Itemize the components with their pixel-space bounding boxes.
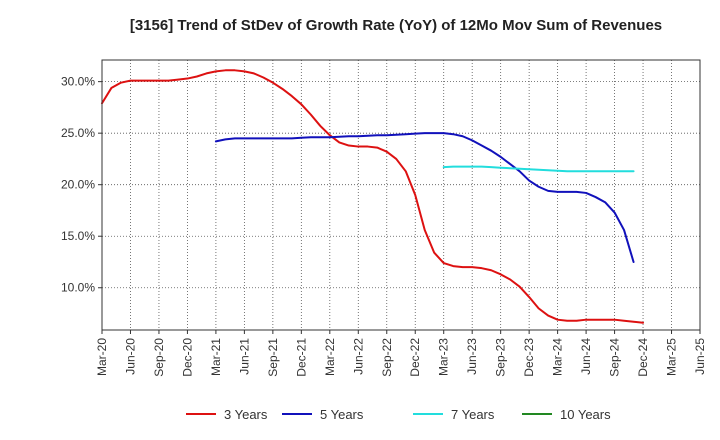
- x-tick-label: Jun-20: [123, 338, 137, 375]
- x-tick-label: Mar-21: [209, 338, 223, 376]
- plot-area: [102, 60, 700, 330]
- x-tick-label: Dec-20: [180, 338, 194, 377]
- x-tick-label: Sep-22: [380, 338, 394, 377]
- y-tick-label: 20.0%: [61, 178, 95, 192]
- chart-title: [3156] Trend of StDev of Growth Rate (Yo…: [130, 17, 662, 34]
- series-line-7-years: [442, 165, 635, 173]
- x-tick-label: Jun-25: [693, 338, 707, 375]
- legend-label-7-years: 7 Years: [451, 407, 495, 422]
- y-axis: 10.0% 15.0% 20.0% 25.0% 30.0%: [61, 75, 102, 295]
- x-tick-label: Mar-25: [665, 338, 679, 376]
- y-tick-label: 30.0%: [61, 75, 95, 89]
- series-layer: [101, 69, 645, 324]
- plot-frame: [101, 59, 701, 331]
- series-line-3-years: [101, 69, 645, 324]
- x-tick-label: Sep-23: [494, 338, 508, 377]
- series-line-5-years: [214, 132, 635, 263]
- legend-label-3-years: 3 Years: [224, 407, 268, 422]
- x-tick-label: Dec-23: [522, 338, 536, 377]
- x-tick-label: Jun-22: [351, 338, 365, 375]
- x-tick-label: Sep-20: [152, 338, 166, 377]
- x-tick-label: Sep-24: [608, 338, 622, 377]
- legend-label-10-years: 10 Years: [560, 407, 611, 422]
- x-tick-label: Mar-22: [323, 338, 337, 376]
- x-tick-label: Dec-22: [408, 338, 422, 377]
- x-tick-label: Jun-24: [579, 338, 593, 375]
- y-tick-label: 15.0%: [61, 229, 95, 243]
- x-tick-label: Sep-21: [266, 338, 280, 377]
- x-tick-label: Mar-23: [437, 338, 451, 376]
- legend: 3 Years 5 Years 7 Years 10 Years: [186, 407, 611, 422]
- x-tick-label: Dec-24: [636, 338, 650, 377]
- x-tick-label: Mar-24: [551, 338, 565, 376]
- legend-label-5-years: 5 Years: [320, 407, 364, 422]
- x-tick-label: Dec-21: [294, 338, 308, 377]
- x-tick-label: Mar-20: [95, 338, 109, 376]
- x-tick-label: Jun-23: [465, 338, 479, 375]
- x-axis: Mar-20 Jun-20 Sep-20 Dec-20 Mar-21 Jun-21 Sep-…: [95, 330, 707, 377]
- y-tick-label: 10.0%: [61, 281, 95, 295]
- x-tick-label: Jun-21: [237, 338, 251, 375]
- y-tick-label: 25.0%: [61, 126, 95, 140]
